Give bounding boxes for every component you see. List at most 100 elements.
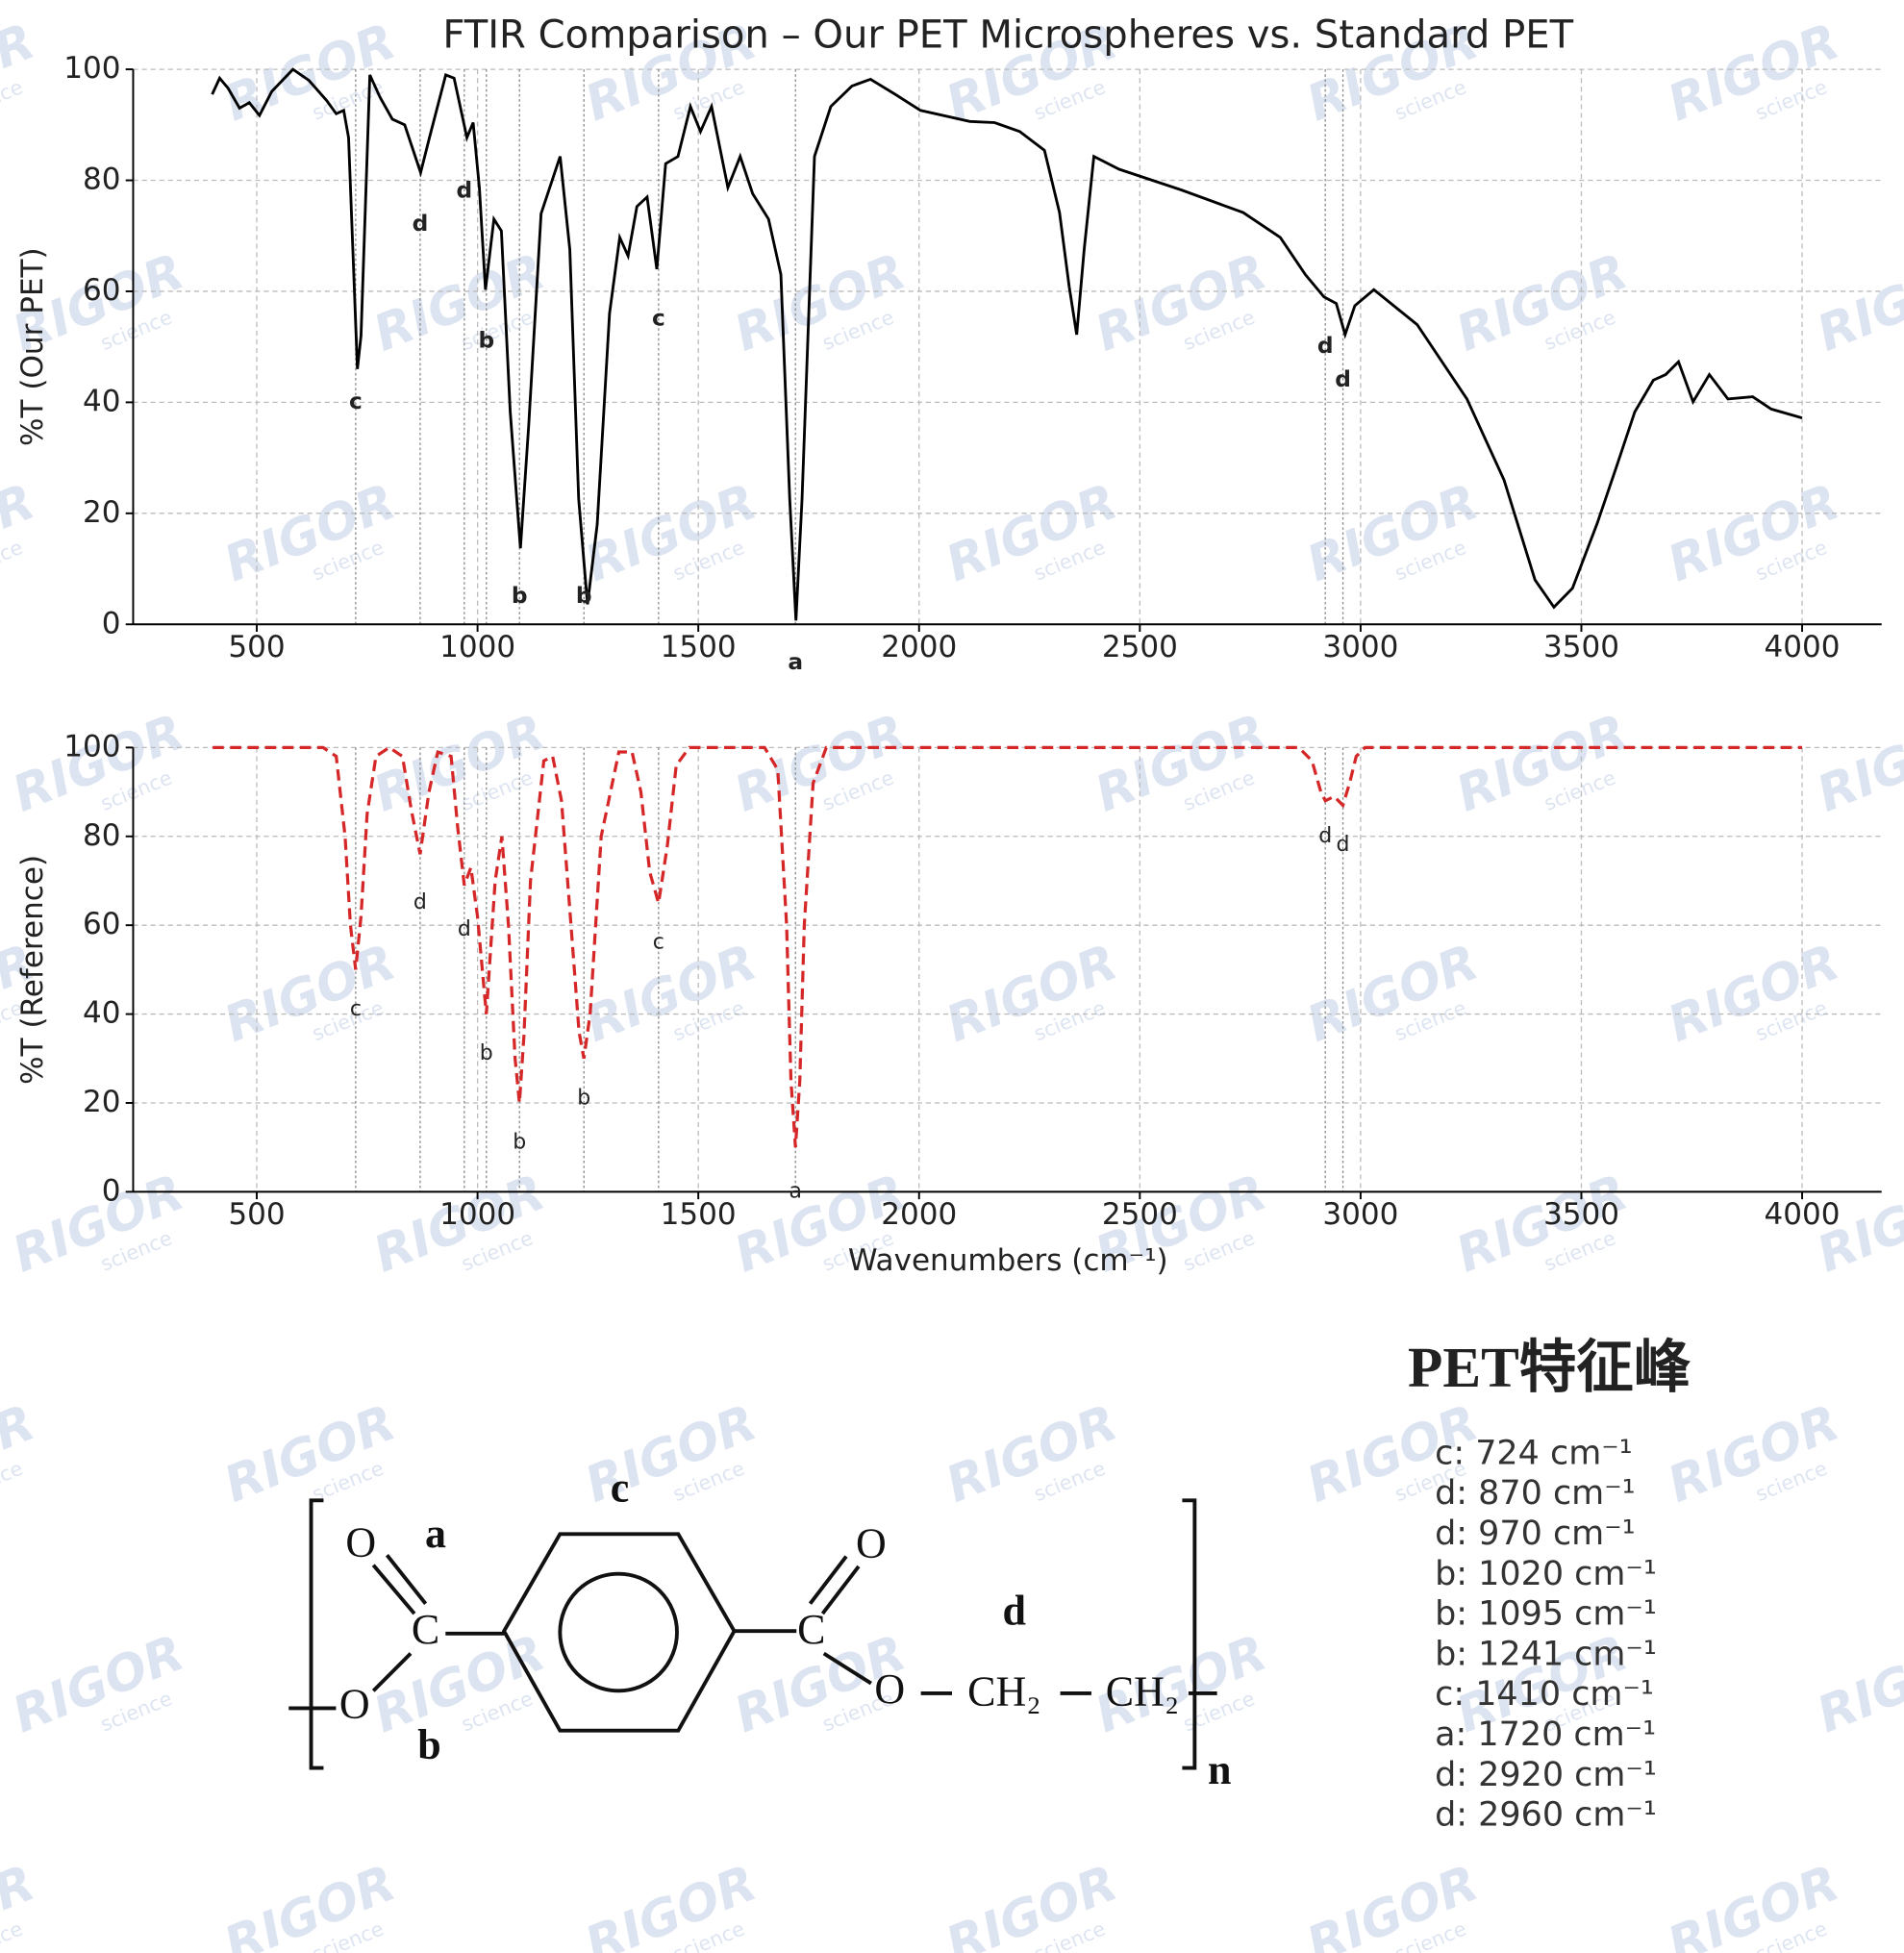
watermark-text: RIGOR: [1660, 473, 1846, 593]
peak-list-item: d: 2920 cm⁻¹: [1435, 1756, 1657, 1794]
ring-circle: [558, 1571, 679, 1693]
watermark-text: RIGOR: [366, 703, 553, 823]
watermark-text: RIGOR: [578, 473, 764, 593]
structure-label: O: [339, 1681, 370, 1728]
structure-label: O: [874, 1665, 905, 1713]
peak-label: c: [653, 931, 664, 955]
x-tick-label: 1500: [661, 630, 737, 664]
peak-label: c: [652, 305, 665, 331]
x-tick-label: 3500: [1543, 1197, 1619, 1232]
peak-list-item: d: 870 cm⁻¹: [1435, 1474, 1636, 1513]
peak-label: d: [458, 917, 471, 941]
structure-label: d: [1002, 1587, 1025, 1634]
peak-list-item: b: 1095 cm⁻¹: [1435, 1595, 1657, 1634]
peak-label: d: [1317, 333, 1334, 359]
y-axis-label: %T (Our PET): [15, 247, 50, 446]
y-tick-label: 80: [83, 163, 121, 197]
watermark-subtext: science: [0, 1457, 26, 1506]
x-tick-label: 2500: [1102, 1197, 1178, 1232]
watermark-text: RIGOR: [1088, 703, 1274, 823]
peak-label: d: [1337, 833, 1350, 857]
watermark-text: RIGOR: [0, 473, 42, 593]
x-tick-label: 500: [228, 630, 285, 664]
peak-list-item: d: 2960 cm⁻¹: [1435, 1796, 1657, 1835]
watermark-text: RIGOR: [939, 934, 1125, 1054]
watermark-text: RIGOR: [216, 934, 403, 1054]
peak-label: d: [413, 211, 429, 237]
peak-label: b: [478, 327, 494, 353]
structure-label: n: [1208, 1746, 1231, 1793]
watermark-text: RIGOR: [216, 1394, 403, 1515]
peak-label: b: [576, 583, 592, 609]
peak-list-item: b: 1020 cm⁻¹: [1435, 1555, 1657, 1593]
watermark-text: RIGOR: [1810, 243, 1904, 363]
watermark-text: RIGOR: [5, 1624, 191, 1744]
structure-label: CH₂: [967, 1668, 1040, 1715]
y-tick-label: 40: [83, 384, 121, 418]
peak-label: b: [480, 1041, 493, 1065]
bracket: [309, 1498, 1197, 1770]
watermark-text: RIGOR: [1299, 934, 1486, 1054]
peak-list-item: b: 1241 cm⁻¹: [1435, 1635, 1657, 1673]
watermark-text: RIGOR: [0, 13, 42, 133]
peak-label: b: [512, 583, 528, 609]
structure-label: O: [856, 1520, 887, 1567]
watermark-text: RIGOR: [0, 1394, 42, 1515]
watermark-subtext: science: [0, 536, 26, 585]
peak-label: b: [513, 1131, 526, 1155]
peak-list-item: c: 724 cm⁻¹: [1435, 1434, 1633, 1472]
watermark-text: RIGOR: [1299, 473, 1486, 593]
watermark-text: RIGOR: [1448, 703, 1635, 823]
peak-label: c: [349, 388, 363, 414]
watermark-text: RIGOR: [1660, 1394, 1846, 1515]
watermark-text: RIGOR: [1810, 1624, 1904, 1744]
peak-list-item: c: 1410 cm⁻¹: [1435, 1675, 1654, 1714]
peak-label: d: [1318, 824, 1332, 848]
peak-list-item: a: 1720 cm⁻¹: [1435, 1715, 1656, 1754]
watermark-text: RIGOR: [5, 1164, 191, 1284]
y-tick-label: 20: [83, 1085, 121, 1119]
peak-label: d: [413, 890, 427, 914]
watermark-text: RIGOR: [1660, 13, 1846, 133]
y-tick-label: 80: [83, 818, 121, 853]
peak-label: a: [789, 1179, 801, 1203]
y-tick-label: 0: [102, 1173, 121, 1208]
x-tick-label: 3500: [1543, 630, 1619, 664]
watermark-text: RIGOR: [216, 13, 403, 133]
peak-list-title: PET特征峰: [1408, 1336, 1691, 1399]
x-tick-label: 1000: [439, 630, 515, 664]
x-tick-label: 1000: [439, 1197, 515, 1232]
structure-label: CH₂: [1106, 1668, 1179, 1715]
